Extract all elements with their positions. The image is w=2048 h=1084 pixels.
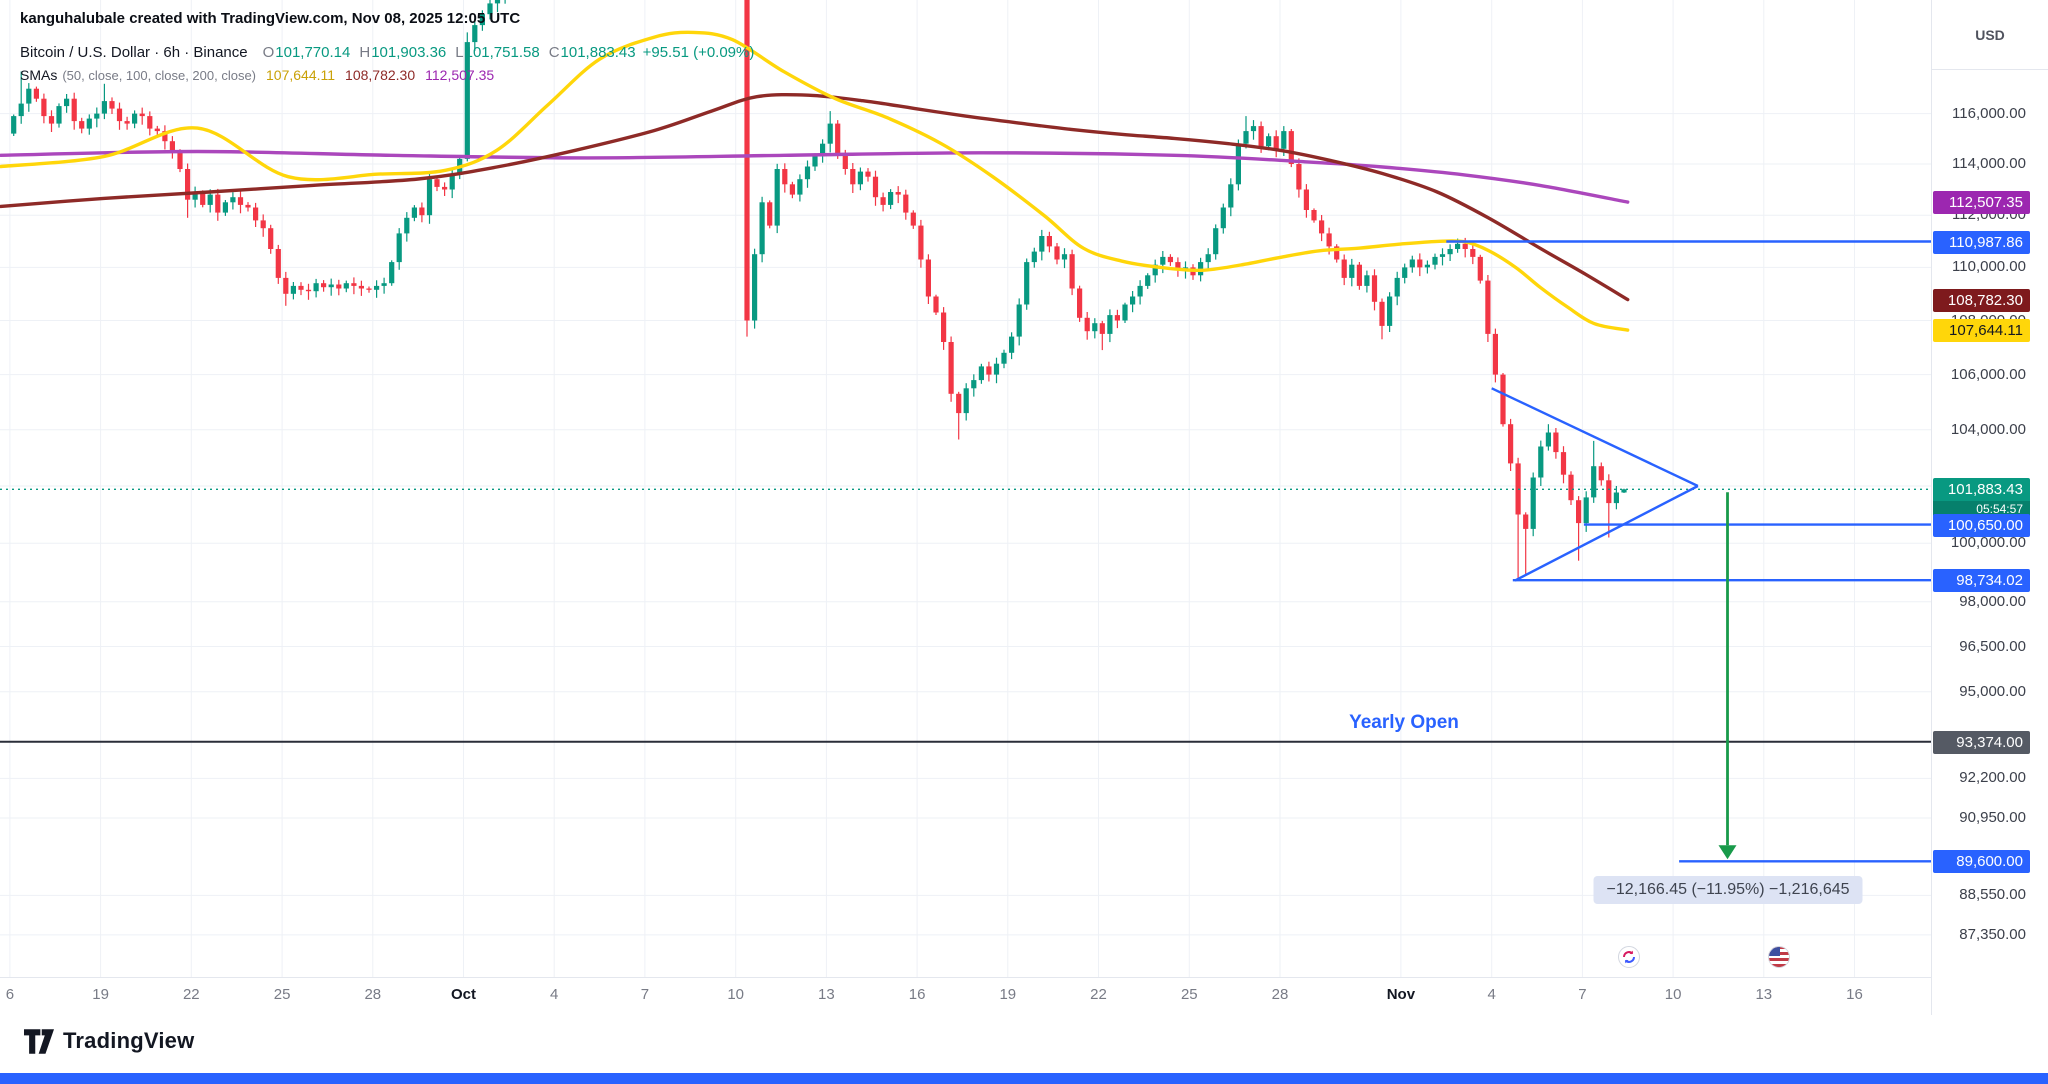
price-axis-label: 87,350.00	[1959, 925, 2026, 943]
price-range-stats-label[interactable]: −12,166.45 (−11.95%) −1,216,645	[1593, 876, 1863, 904]
time-axis-label: 13	[818, 986, 835, 1003]
yearly-open-price-badge: 93,374.00	[1933, 730, 2030, 754]
time-axis-label: 4	[550, 986, 559, 1003]
sma50-price-badge: 107,644.11	[1933, 319, 2030, 343]
economic-event-icon[interactable]	[1618, 946, 1640, 968]
ohlc-values: O101,770.14 H101,903.36 L101,751.58 C101,88…	[254, 44, 755, 61]
triangle-lower-line[interactable]	[1514, 484, 1699, 582]
symbol-title[interactable]: Bitcoin / U.S. Dollar · 6h · Binance	[20, 44, 248, 61]
sma-value: 112,507.35	[425, 67, 495, 83]
price-axis-label: 90,950.00	[1959, 809, 2026, 826]
price-projection-arrow[interactable]	[1718, 492, 1737, 860]
time-axis-label: 16	[1846, 986, 1863, 1003]
time-axis-label: 10	[1664, 986, 1682, 1003]
time-axis-label: Oct	[450, 986, 476, 1003]
tradingview-brand-text: TradingView	[63, 1028, 195, 1053]
time-axis-label: 25	[273, 986, 291, 1003]
time-axis-label: 25	[1180, 986, 1198, 1003]
sync-arrows-icon	[1623, 950, 1635, 964]
sma200-line[interactable]	[0, 149, 1630, 204]
time-axis[interactable]: 6 19 22 25 28 Oct 4 7 10 13 16 19 22 25 28 Nov 4 7 10 13 16	[0, 977, 1931, 1015]
ohlc-key: H	[359, 44, 371, 61]
price-axis-label: 96,500.00	[1959, 637, 2026, 655]
target-price-badge: 89,600.00	[1933, 850, 2030, 874]
us-flag-icon	[1769, 947, 1789, 967]
time-axis-label: Nov	[1386, 986, 1416, 1003]
sma-value: 108,782.30	[345, 67, 416, 83]
sma-values: 107,644.11 108,782.30 112,507.35	[256, 67, 494, 83]
ohlc-value: 101,883.43	[560, 44, 636, 61]
swing-low-price-badge: 98,734.02	[1933, 569, 2030, 593]
footer-bar: TradingView	[0, 1015, 2048, 1073]
time-axis-label: 10	[727, 986, 745, 1003]
sma-params: (50, close, 100, close, 200, close)	[62, 68, 257, 83]
time-axis-label: 16	[908, 986, 926, 1003]
sma200-price-badge: 112,507.35	[1933, 191, 2030, 215]
candle-wicks	[13, 0, 1625, 581]
yearly-open-label[interactable]: Yearly Open	[1349, 712, 1459, 733]
last-price-value: 101,883.43	[1947, 481, 2023, 499]
price-axis-label: 116,000.00	[1952, 104, 2026, 122]
price-axis-currency-label[interactable]: USD	[1932, 0, 2048, 70]
price-axis-label: 95,000.00	[1959, 682, 2026, 700]
resistance-price-badge: 110,987.86	[1933, 230, 2030, 254]
price-axis-label: 110,000.00	[1952, 258, 2026, 276]
ohlc-key: L	[455, 44, 464, 61]
ohlc-value: 101,903.36	[371, 44, 447, 61]
time-axis-label: 13	[1755, 986, 1773, 1003]
candle-bodies	[11, 0, 1627, 529]
price-axis-label: 114,000.00	[1952, 155, 2026, 172]
price-axis-label: 100,000.00	[1950, 534, 2026, 552]
time-axis-label: 7	[640, 986, 650, 1003]
sma-indicator-title[interactable]: SMAs	[20, 67, 58, 83]
price-axis-label: 104,000.00	[1950, 420, 2026, 438]
time-axis-label: 19	[92, 986, 109, 1003]
time-axis-label: 7	[1578, 986, 1587, 1003]
price-axis-label: 98,000.00	[1959, 592, 2026, 610]
bottom-blue-bar	[0, 1073, 2048, 1084]
triangle-upper-line[interactable]	[1491, 387, 1699, 488]
price-axis-label: 92,200.00	[1959, 769, 2026, 787]
grid-lines	[0, 0, 1931, 977]
us-flag-event-icon[interactable]	[1768, 946, 1790, 968]
last-price-badge: 101,883.43 05:54:57	[1933, 478, 2030, 519]
sma100-price-badge: 108,782.30	[1933, 288, 2030, 312]
ohlc-value: 101,751.58	[464, 44, 540, 61]
sma100-line[interactable]	[0, 92, 1630, 302]
time-axis-label: 22	[1090, 986, 1107, 1003]
price-axis[interactable]: USD 116,000.00 114,000.00 112,000.00 110,00…	[1931, 0, 2048, 1015]
ohlc-value: 101,770.14	[275, 44, 351, 61]
change-value: +95.51 (+0.09%)	[642, 44, 755, 61]
tradingview-logo-icon	[24, 1028, 54, 1054]
symbol-legend: Bitcoin / U.S. Dollar · 6h · Binance O101…	[20, 44, 754, 61]
ohlc-key: O	[262, 44, 275, 61]
time-axis-label: 6	[5, 986, 15, 1003]
time-axis-label: 22	[182, 986, 200, 1003]
credit-line: kanguhalubale created with TradingView.c…	[20, 10, 521, 27]
sma-value: 107,644.11	[266, 67, 336, 83]
tradingview-logo[interactable]: TradingView	[24, 1028, 194, 1054]
time-axis-label: 28	[1271, 986, 1289, 1003]
price-axis-label: 106,000.00	[1950, 365, 2026, 383]
price-axis-label: 88,550.00	[1959, 886, 2026, 904]
time-axis-label: 4	[1487, 986, 1496, 1003]
chart-canvas[interactable]	[0, 0, 1931, 977]
time-axis-label: 19	[999, 986, 1017, 1003]
sma-legend: SMAs (50, close, 100, close, 200, close) 1…	[20, 67, 494, 83]
ohlc-key: C	[548, 44, 560, 61]
support-price-badge: 100,650.00	[1933, 513, 2030, 537]
time-axis-label: 28	[364, 986, 382, 1003]
